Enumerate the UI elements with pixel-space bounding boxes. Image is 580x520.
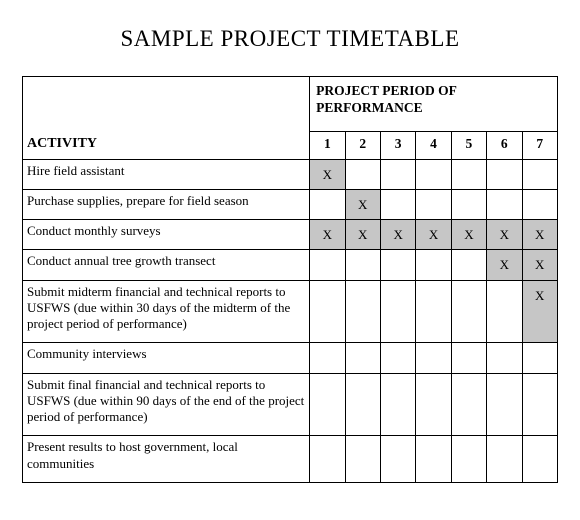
mark-cell	[380, 280, 415, 343]
mark-cell: X	[522, 250, 558, 280]
table-row: Present results to host government, loca…	[23, 436, 558, 483]
mark-cell: X	[522, 280, 558, 343]
period-number-2: 2	[345, 131, 380, 159]
mark-cell	[451, 189, 486, 219]
mark-cell	[487, 343, 522, 373]
mark-cell: X	[345, 220, 380, 250]
mark-cell: X	[416, 220, 451, 250]
mark-cell	[345, 373, 380, 436]
mark-cell	[451, 280, 486, 343]
table-row: Purchase supplies, prepare for field sea…	[23, 189, 558, 219]
page-title: SAMPLE PROJECT TIMETABLE	[22, 26, 558, 52]
mark-cell	[416, 250, 451, 280]
table-row: Submit final financial and technical rep…	[23, 373, 558, 436]
activity-label: Conduct monthly surveys	[23, 220, 310, 250]
table-row: Submit midterm financial and technical r…	[23, 280, 558, 343]
mark-cell	[380, 250, 415, 280]
table-row: Community interviews	[23, 343, 558, 373]
mark-cell	[451, 250, 486, 280]
period-header-cell: PROJECT PERIOD OF PERFORMANCE	[310, 77, 558, 132]
mark-cell	[345, 436, 380, 483]
mark-cell	[416, 159, 451, 189]
mark-cell	[416, 373, 451, 436]
activity-label: Purchase supplies, prepare for field sea…	[23, 189, 310, 219]
mark-cell	[380, 343, 415, 373]
activity-label: Conduct annual tree growth transect	[23, 250, 310, 280]
mark-cell	[451, 436, 486, 483]
mark-cell: X	[451, 220, 486, 250]
table-row: Hire field assistantX	[23, 159, 558, 189]
mark-cell	[310, 280, 345, 343]
mark-cell	[487, 280, 522, 343]
mark-cell	[380, 189, 415, 219]
mark-cell	[380, 159, 415, 189]
page: SAMPLE PROJECT TIMETABLE ACTIVITY PROJEC…	[0, 0, 580, 483]
mark-cell	[345, 250, 380, 280]
mark-cell: X	[345, 189, 380, 219]
period-number-3: 3	[380, 131, 415, 159]
table-head: ACTIVITY PROJECT PERIOD OF PERFORMANCE 1…	[23, 77, 558, 160]
mark-cell	[310, 189, 345, 219]
mark-cell: X	[487, 250, 522, 280]
mark-cell	[310, 436, 345, 483]
period-number-6: 6	[487, 131, 522, 159]
mark-cell	[380, 436, 415, 483]
mark-cell	[451, 343, 486, 373]
mark-cell	[522, 189, 558, 219]
mark-cell	[380, 373, 415, 436]
activity-header-cell: ACTIVITY	[23, 77, 310, 160]
mark-cell	[345, 343, 380, 373]
mark-cell	[487, 373, 522, 436]
period-number-5: 5	[451, 131, 486, 159]
mark-cell: X	[487, 220, 522, 250]
mark-cell	[310, 250, 345, 280]
mark-cell	[487, 189, 522, 219]
table-row: Conduct monthly surveysXXXXXXX	[23, 220, 558, 250]
mark-cell	[310, 343, 345, 373]
mark-cell	[416, 436, 451, 483]
mark-cell	[416, 343, 451, 373]
activity-label: Submit midterm financial and technical r…	[23, 280, 310, 343]
period-number-1: 1	[310, 131, 345, 159]
period-number-4: 4	[416, 131, 451, 159]
activity-label: Submit final financial and technical rep…	[23, 373, 310, 436]
mark-cell: X	[380, 220, 415, 250]
mark-cell	[522, 343, 558, 373]
activity-label: Present results to host government, loca…	[23, 436, 310, 483]
mark-cell	[522, 436, 558, 483]
mark-cell	[416, 189, 451, 219]
mark-cell: X	[522, 220, 558, 250]
activity-label: Hire field assistant	[23, 159, 310, 189]
header-row-1: ACTIVITY PROJECT PERIOD OF PERFORMANCE	[23, 77, 558, 132]
table-row: Conduct annual tree growth transect XX	[23, 250, 558, 280]
mark-cell: X	[310, 159, 345, 189]
mark-cell	[522, 373, 558, 436]
mark-cell	[310, 373, 345, 436]
mark-cell	[522, 159, 558, 189]
mark-cell	[345, 280, 380, 343]
mark-cell	[416, 280, 451, 343]
mark-cell: X	[310, 220, 345, 250]
mark-cell	[487, 159, 522, 189]
period-number-7: 7	[522, 131, 558, 159]
table-body: Hire field assistantXPurchase supplies, …	[23, 159, 558, 482]
activity-label: Community interviews	[23, 343, 310, 373]
mark-cell	[487, 436, 522, 483]
mark-cell	[345, 159, 380, 189]
timetable: ACTIVITY PROJECT PERIOD OF PERFORMANCE 1…	[22, 76, 558, 483]
mark-cell	[451, 159, 486, 189]
mark-cell	[451, 373, 486, 436]
